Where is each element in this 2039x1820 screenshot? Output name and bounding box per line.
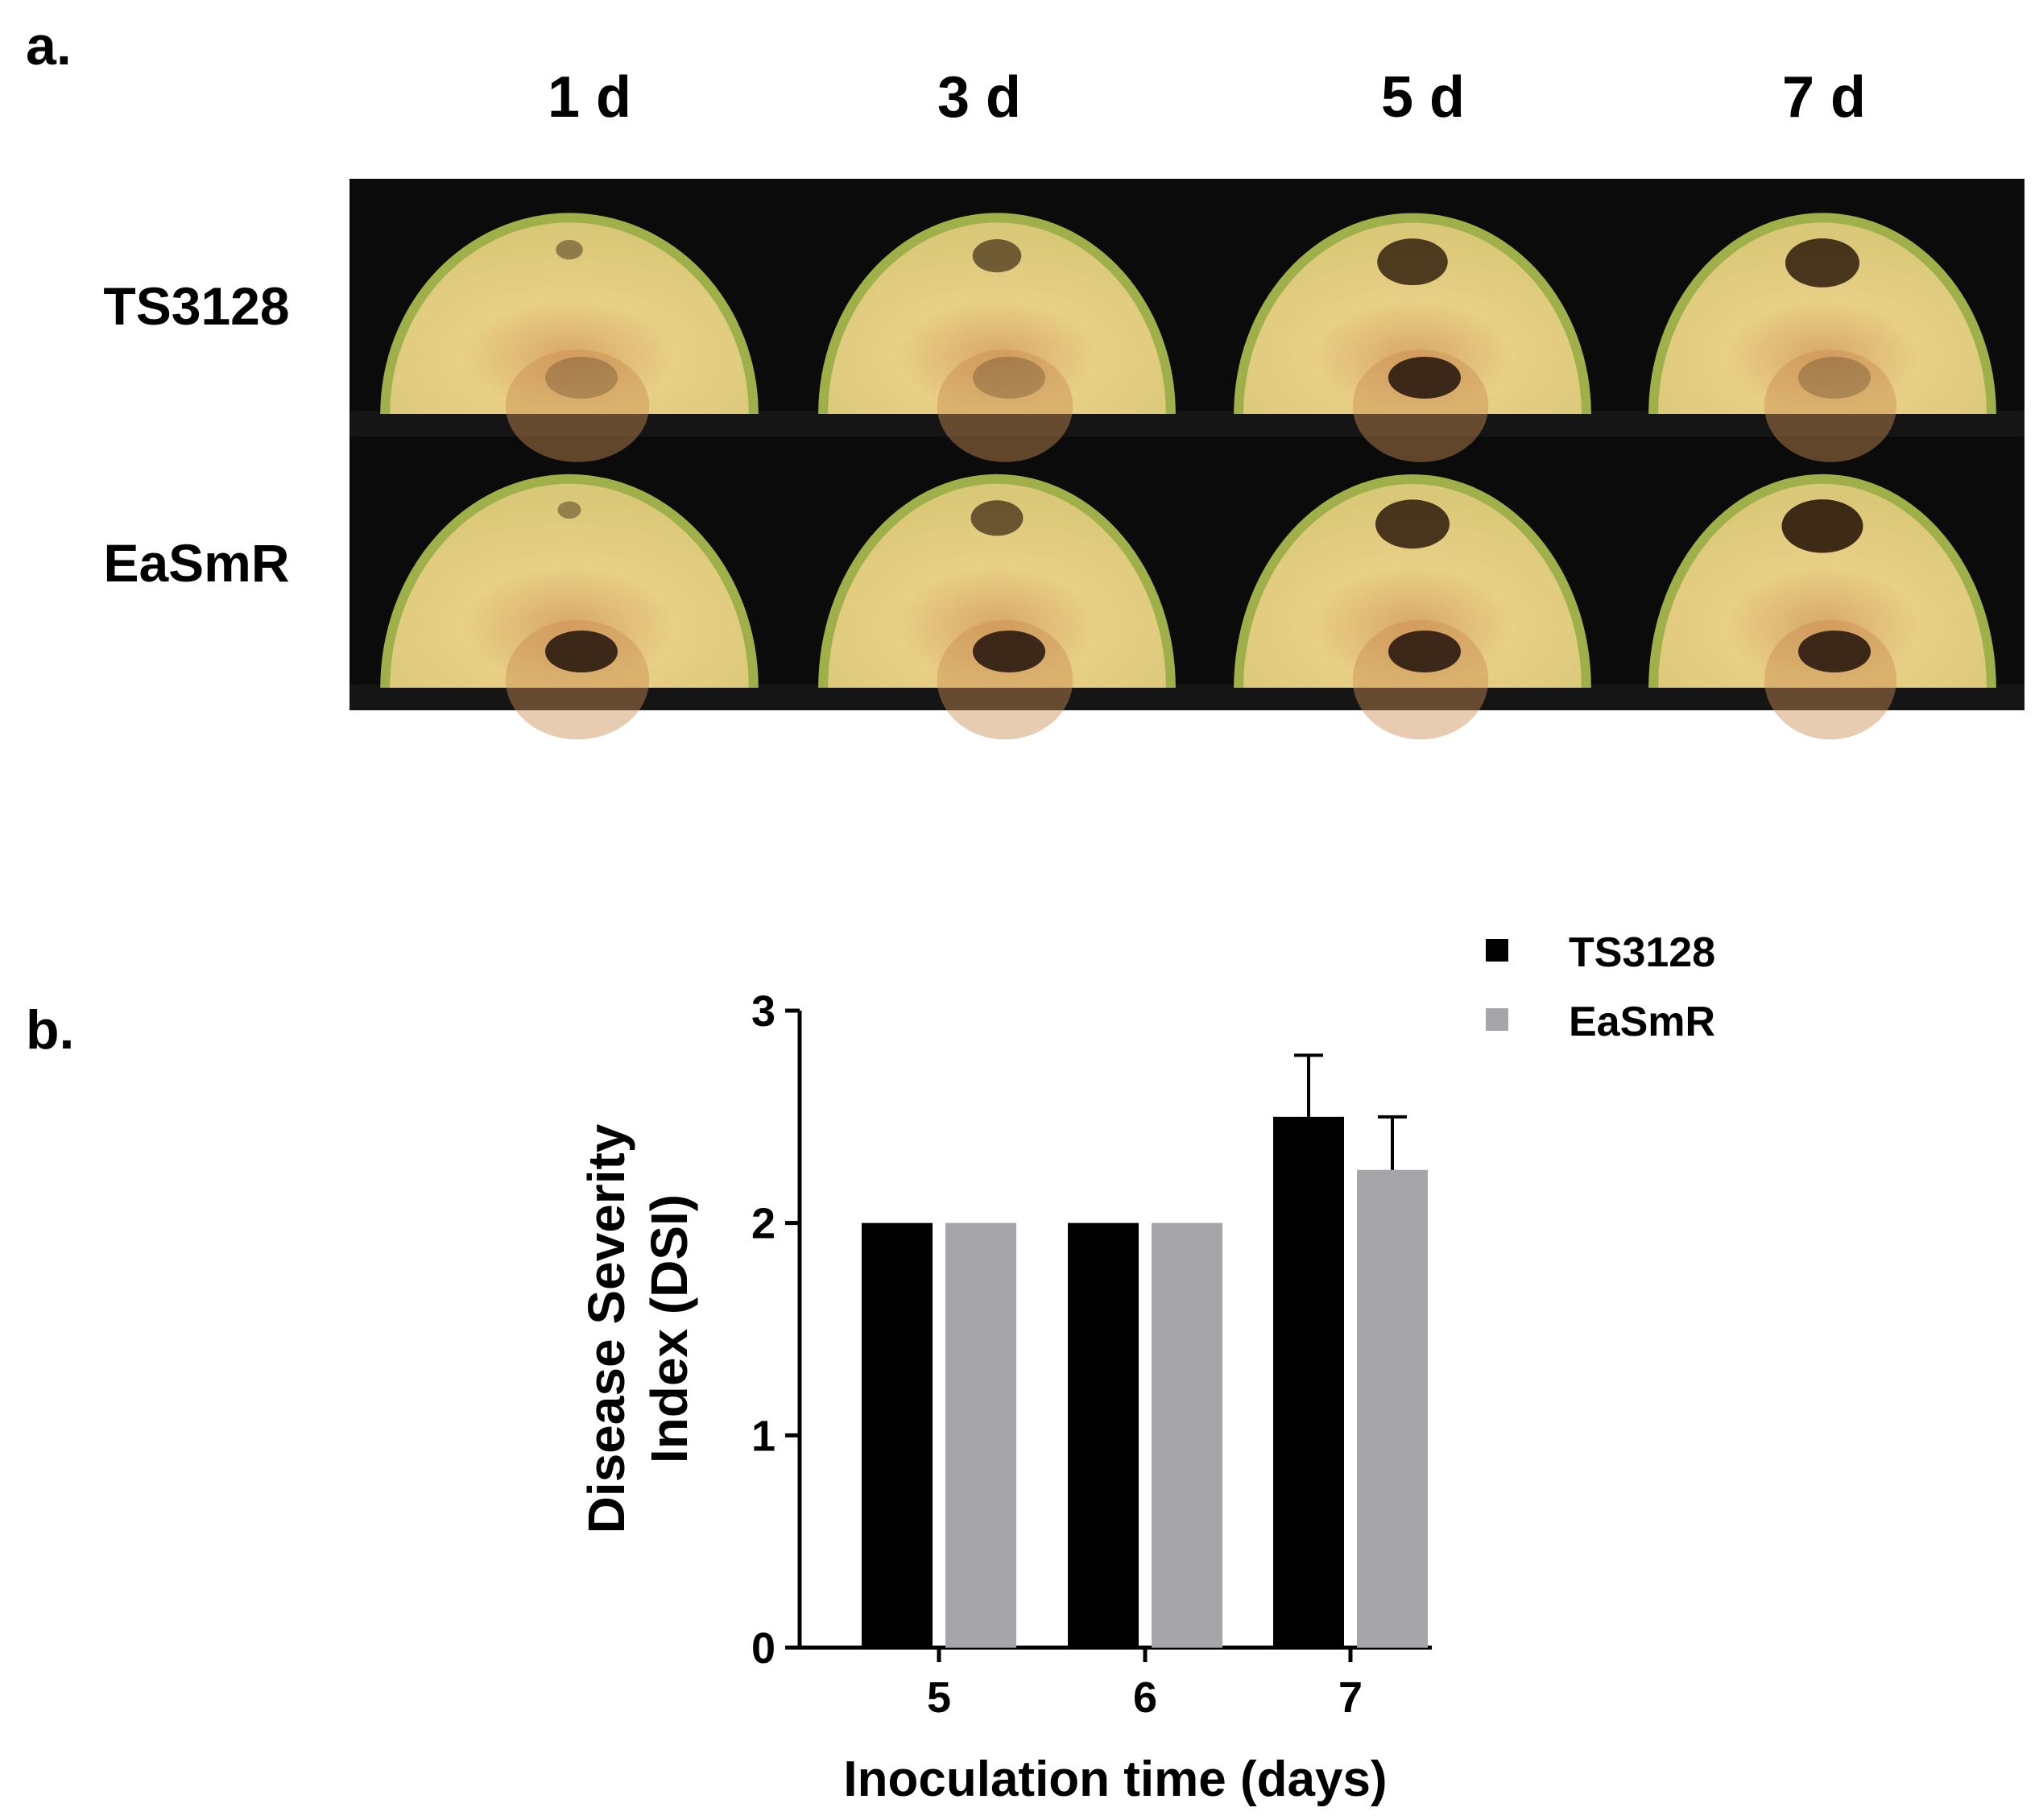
y-axis-label: Disease SeverityIndex (DSI) <box>577 1123 698 1533</box>
fruit-photo-ts3128-1d <box>349 213 789 462</box>
fruit-photo-easmr-7d <box>1620 474 2025 740</box>
panel-a-column-labels: 1 d 3 d 5 d 7 d <box>548 65 1866 130</box>
legend-label-ts3128: TS3128 <box>1569 929 1715 976</box>
y-tick-label: 3 <box>751 987 775 1036</box>
fruit-photo-ts3128-5d <box>1205 213 1620 462</box>
x-tick-label: 6 <box>1133 1673 1157 1722</box>
y-tick-label: 1 <box>751 1412 775 1460</box>
fruit-photo-grid <box>349 213 2025 740</box>
column-label-1d: 1 d <box>548 65 631 130</box>
bar-easmr-7 <box>1357 1169 1428 1648</box>
panel-b-label: b. <box>26 999 74 1061</box>
fruit-photo-easmr-5d <box>1205 474 1620 740</box>
bar-easmr-6 <box>1152 1222 1222 1648</box>
bar-ts3128-7 <box>1273 1116 1344 1648</box>
fruit-photo-easmr-3d <box>789 474 1205 740</box>
fruit-photo-ts3128-7d <box>1620 213 2025 462</box>
panel-a-label: a. <box>26 15 72 77</box>
column-label-3d: 3 d <box>937 65 1021 130</box>
fruit-photo-ts3128-3d <box>789 213 1205 462</box>
legend-swatch-ts3128 <box>1486 939 1508 962</box>
column-label-5d: 5 d <box>1381 65 1465 130</box>
fruit-photo-easmr-1d <box>349 474 789 740</box>
bar-ts3128-5 <box>862 1222 933 1648</box>
column-label-7d: 7 d <box>1782 65 1866 130</box>
x-tick-label: 7 <box>1338 1673 1363 1722</box>
bar-chart: 0 1 2 3 5 6 7 Inoculation time (days) Disease Se… <box>577 929 1715 1807</box>
legend-swatch-easmr <box>1486 1008 1508 1031</box>
y-tick-label: 2 <box>751 1200 775 1248</box>
row-label-easmr: EaSmR <box>103 533 289 593</box>
y-tick-label: 0 <box>751 1624 775 1673</box>
x-axis-label: Inoculation time (days) <box>843 1752 1387 1807</box>
legend-label-easmr: EaSmR <box>1569 999 1715 1045</box>
bar-ts3128-6 <box>1068 1222 1139 1648</box>
x-tick-label: 5 <box>927 1673 951 1722</box>
bar-easmr-5 <box>945 1222 1016 1648</box>
row-label-ts3128: TS3128 <box>103 276 289 336</box>
